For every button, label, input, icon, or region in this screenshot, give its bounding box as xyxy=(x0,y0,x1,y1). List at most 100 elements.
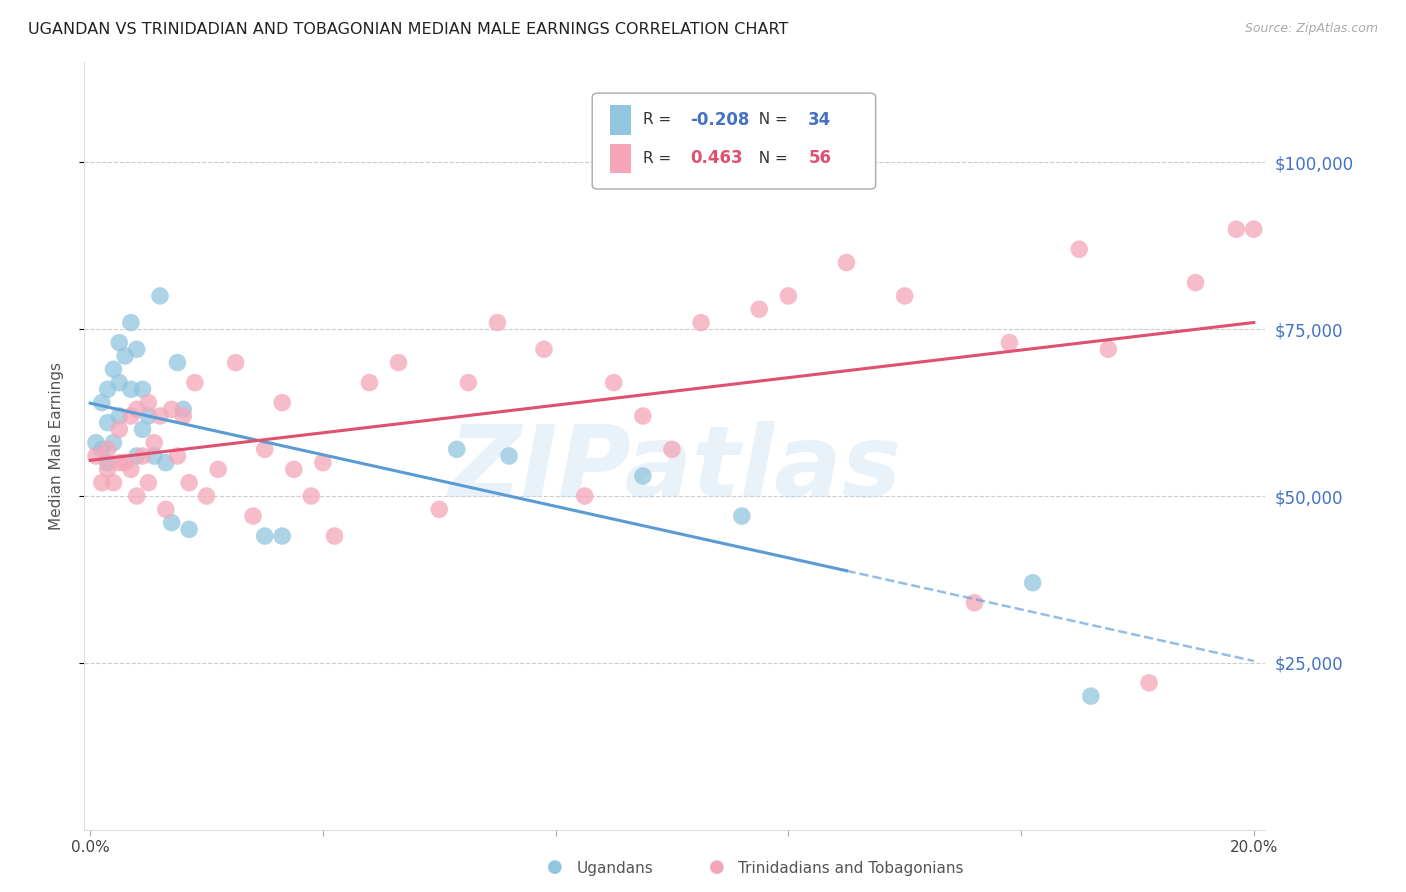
Point xyxy=(97,442,120,457)
Point xyxy=(690,316,713,330)
Point xyxy=(1021,575,1043,590)
Point xyxy=(131,449,153,463)
Point xyxy=(149,289,172,303)
Point xyxy=(84,435,107,450)
Point xyxy=(84,449,107,463)
Point xyxy=(998,335,1021,350)
Point xyxy=(323,529,346,543)
Point xyxy=(97,462,120,476)
Y-axis label: Median Male Earnings: Median Male Earnings xyxy=(49,362,63,530)
Point xyxy=(90,395,112,409)
Point xyxy=(103,435,125,450)
Point xyxy=(103,362,125,376)
Text: ●: ● xyxy=(547,858,564,876)
Text: N =: N = xyxy=(749,112,793,128)
Point xyxy=(120,316,142,330)
Point xyxy=(149,409,172,423)
Point xyxy=(172,409,194,423)
Point xyxy=(138,395,160,409)
Point xyxy=(359,376,381,390)
Point xyxy=(177,475,200,490)
Point xyxy=(1137,675,1160,690)
Point xyxy=(1225,222,1247,236)
Point xyxy=(835,255,858,269)
Text: N =: N = xyxy=(749,151,793,166)
Point xyxy=(131,382,153,396)
Text: ●: ● xyxy=(709,858,725,876)
Point xyxy=(603,376,626,390)
Point xyxy=(114,456,136,470)
Point xyxy=(97,416,120,430)
Point xyxy=(103,475,125,490)
Point xyxy=(114,349,136,363)
Point xyxy=(661,442,683,457)
Point xyxy=(184,376,207,390)
Point xyxy=(457,376,479,390)
Point xyxy=(533,343,555,357)
Point xyxy=(427,502,450,516)
Point xyxy=(446,442,468,457)
Point xyxy=(108,456,131,470)
Text: 34: 34 xyxy=(808,111,831,129)
Point xyxy=(283,462,305,476)
Point xyxy=(242,509,264,524)
Point xyxy=(574,489,596,503)
Point xyxy=(90,475,112,490)
Point xyxy=(387,356,409,370)
Point xyxy=(108,335,131,350)
Point xyxy=(143,449,166,463)
Bar xyxy=(610,144,631,173)
Point xyxy=(312,456,335,470)
Point xyxy=(486,316,509,330)
Point xyxy=(195,489,218,503)
Point xyxy=(631,469,654,483)
Point xyxy=(90,442,112,457)
Point xyxy=(125,449,148,463)
Point xyxy=(778,289,800,303)
Text: 56: 56 xyxy=(808,149,831,168)
Point xyxy=(155,502,177,516)
Text: -0.208: -0.208 xyxy=(690,111,749,129)
Point xyxy=(253,529,276,543)
Point xyxy=(108,422,131,436)
Point xyxy=(166,356,188,370)
Text: Ugandans: Ugandans xyxy=(576,861,654,876)
Point xyxy=(108,409,131,423)
Point xyxy=(271,395,294,409)
Point xyxy=(207,462,229,476)
Point xyxy=(1243,222,1265,236)
Text: 0.463: 0.463 xyxy=(690,149,742,168)
Point xyxy=(1097,343,1119,357)
Point xyxy=(748,302,770,317)
Point xyxy=(1080,689,1102,703)
Point xyxy=(271,529,294,543)
Point xyxy=(125,402,148,417)
Point xyxy=(166,449,188,463)
FancyBboxPatch shape xyxy=(592,93,876,189)
Point xyxy=(498,449,520,463)
Point xyxy=(120,382,142,396)
Text: Source: ZipAtlas.com: Source: ZipAtlas.com xyxy=(1244,22,1378,36)
Point xyxy=(299,489,322,503)
Point xyxy=(631,409,654,423)
Point xyxy=(120,462,142,476)
Point xyxy=(97,456,120,470)
Text: ZIPatlas: ZIPatlas xyxy=(449,420,901,517)
Point xyxy=(108,376,131,390)
Text: R =: R = xyxy=(643,151,676,166)
Point xyxy=(963,596,986,610)
Point xyxy=(253,442,276,457)
Text: R =: R = xyxy=(643,112,676,128)
Point xyxy=(1069,242,1091,256)
Point xyxy=(125,343,148,357)
Point xyxy=(160,516,183,530)
Text: Trinidadians and Tobagonians: Trinidadians and Tobagonians xyxy=(738,861,963,876)
Point xyxy=(1184,276,1206,290)
Point xyxy=(155,456,177,470)
Point xyxy=(172,402,194,417)
Bar xyxy=(610,105,631,135)
Point xyxy=(893,289,915,303)
Text: UGANDAN VS TRINIDADIAN AND TOBAGONIAN MEDIAN MALE EARNINGS CORRELATION CHART: UGANDAN VS TRINIDADIAN AND TOBAGONIAN ME… xyxy=(28,22,789,37)
Point xyxy=(160,402,183,417)
Point xyxy=(143,435,166,450)
